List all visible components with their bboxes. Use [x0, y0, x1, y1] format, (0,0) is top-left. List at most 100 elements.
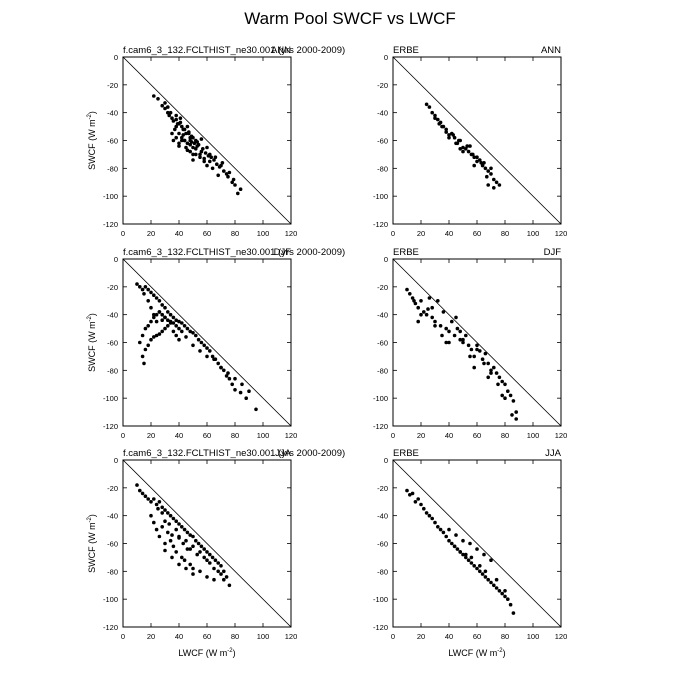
panel-2: 0 20 40 60 80 100 120 0 -20 -40 -60 -80 -100 -120 ERBE… [373, 45, 567, 238]
data-point [489, 172, 493, 176]
data-point [138, 488, 142, 493]
y-tick-label: -60 [377, 540, 388, 549]
data-point [466, 149, 471, 154]
data-point [220, 161, 225, 165]
data-point [500, 379, 505, 384]
data-point [191, 158, 195, 162]
data-point [436, 299, 440, 303]
data-point [157, 534, 162, 539]
data-point [194, 147, 198, 151]
data-point [230, 180, 234, 185]
data-point [461, 340, 465, 345]
y-tick-label: -100 [373, 595, 388, 604]
data-point [441, 310, 446, 314]
data-point [140, 491, 145, 496]
data-point [233, 183, 237, 187]
x-tick-label: 80 [501, 431, 509, 440]
data-point [168, 321, 173, 325]
data-point [227, 376, 232, 381]
data-point [142, 361, 146, 366]
data-point [486, 183, 491, 187]
data-point [438, 527, 443, 532]
data-point [489, 371, 493, 375]
data-point [175, 122, 180, 126]
data-point [447, 133, 451, 137]
data-point [166, 511, 170, 515]
data-point [244, 396, 248, 401]
data-point [486, 169, 491, 173]
x-tick-label: 40 [445, 632, 453, 641]
data-point [468, 354, 472, 359]
data-point [185, 326, 190, 331]
data-point [205, 558, 209, 562]
data-point [461, 538, 465, 543]
data-point [156, 506, 160, 511]
data-point [157, 500, 162, 504]
y-tick-label: -40 [107, 109, 118, 118]
data-point [455, 326, 460, 331]
data-point [178, 116, 183, 120]
data-point [433, 520, 437, 525]
data-point [426, 307, 430, 311]
data-point [168, 312, 173, 317]
data-point [419, 299, 423, 303]
data-point [184, 131, 188, 136]
data-point [184, 566, 188, 571]
data-point [437, 122, 442, 126]
data-point [163, 326, 167, 331]
data-point [465, 144, 470, 148]
data-point [174, 117, 178, 122]
data-point [146, 497, 150, 501]
data-point [427, 296, 432, 300]
data-point [478, 569, 482, 574]
data-point [447, 329, 451, 334]
data-point [475, 347, 479, 352]
data-point [233, 376, 237, 381]
data-point [254, 407, 258, 412]
data-point [444, 130, 449, 134]
data-point [416, 497, 421, 501]
data-point [174, 333, 178, 338]
data-point [222, 569, 226, 574]
y-tick-label: -80 [107, 366, 118, 375]
data-point [163, 305, 167, 310]
data-point [166, 530, 170, 535]
x-tick-label: 0 [391, 632, 395, 641]
data-point [424, 511, 429, 515]
data-point [166, 105, 170, 109]
data-point [461, 145, 465, 150]
data-point [447, 135, 451, 140]
panel-right-label: DJF [544, 247, 562, 258]
data-point [202, 159, 206, 164]
data-point [180, 135, 184, 140]
data-point [478, 564, 482, 568]
data-point [413, 301, 418, 306]
data-point [485, 174, 489, 179]
data-point [422, 506, 426, 511]
data-point [441, 530, 446, 535]
data-point [486, 577, 491, 582]
data-point [135, 282, 139, 286]
data-point [160, 525, 164, 529]
data-point [511, 399, 516, 403]
data-point [199, 149, 204, 154]
data-point [424, 312, 429, 317]
x-tick-label: 60 [203, 229, 211, 238]
y-tick-label: -20 [377, 283, 388, 292]
data-point [503, 594, 507, 599]
data-point [219, 572, 223, 576]
data-point [185, 547, 190, 551]
x-tick-label: 0 [121, 229, 125, 238]
x-axis-label: LWCF (W m-2) [448, 648, 505, 658]
x-tick-label: 80 [501, 632, 509, 641]
data-point [410, 296, 415, 300]
data-point [461, 552, 465, 557]
data-point [472, 354, 477, 359]
data-point [184, 335, 188, 339]
data-point [160, 303, 164, 307]
data-point [185, 124, 190, 129]
data-point [154, 502, 159, 507]
data-point [511, 611, 516, 615]
data-point [174, 527, 178, 532]
y-tick-label: -120 [373, 220, 388, 229]
